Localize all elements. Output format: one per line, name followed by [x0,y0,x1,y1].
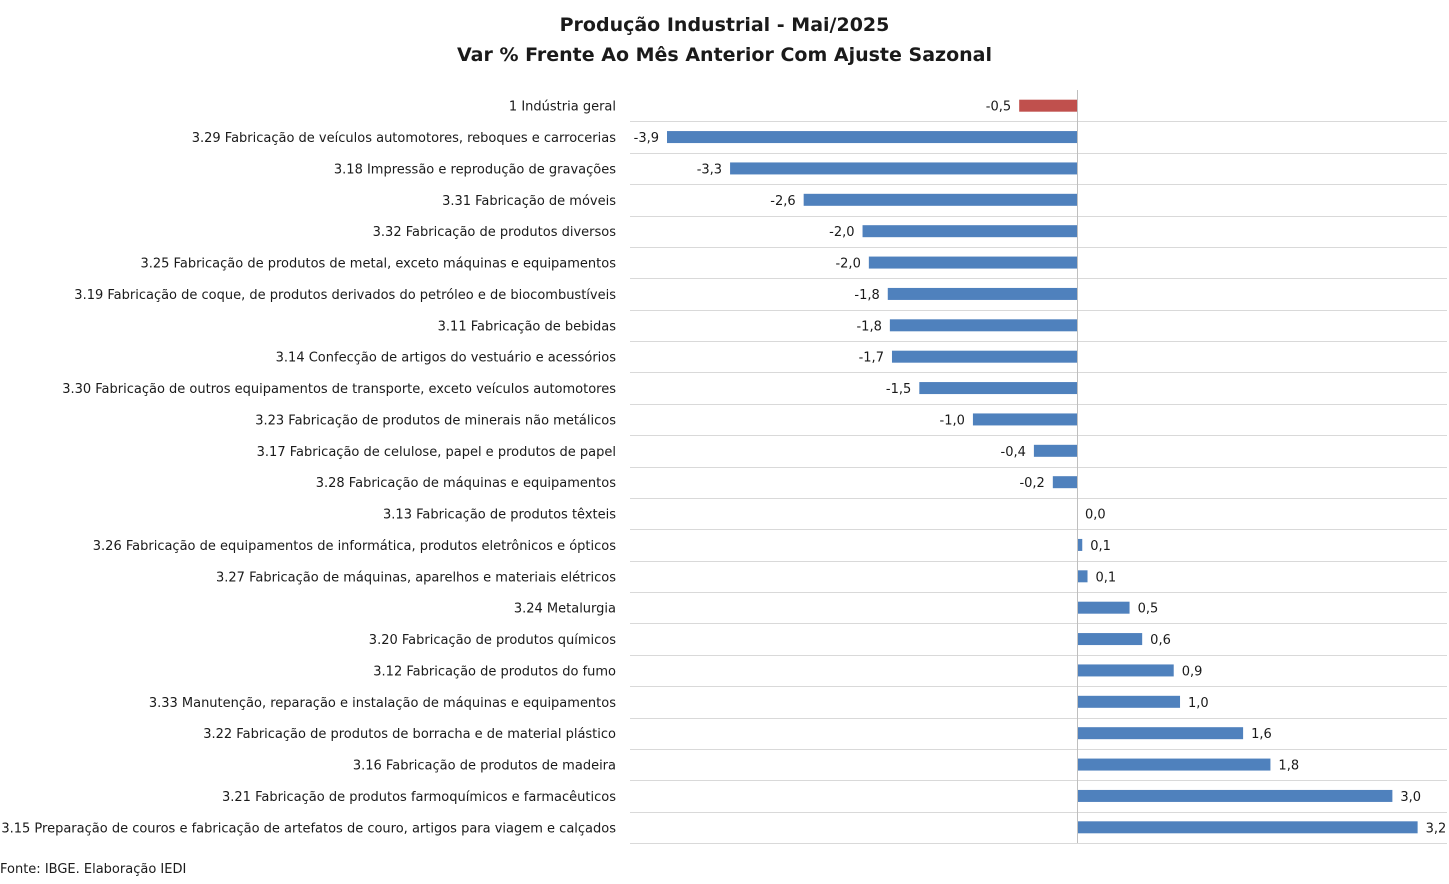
data-label: 3,0 [1400,790,1421,805]
bar [1077,821,1418,834]
category-label: 3.30 Fabricação de outros equipamentos d… [62,382,616,397]
bar [667,131,1077,144]
category-label: 3.22 Fabricação de produtos de borracha … [203,727,616,742]
data-label: -1,7 [859,351,884,366]
category-label: 3.32 Fabricação de produtos diversos [373,225,617,240]
data-label: 0,6 [1150,633,1171,648]
data-label: 1,8 [1278,759,1299,774]
category-label: 3.13 Fabricação de produtos têxteis [383,508,616,523]
data-label: -2,0 [829,225,854,240]
bar [1077,727,1244,740]
chart-title: Produção Industrial - Mai/2025 [559,14,890,36]
data-label: -3,9 [634,131,659,146]
category-label: 3.28 Fabricação de máquinas e equipament… [316,476,616,491]
bar [1019,99,1077,112]
bar [1077,789,1393,802]
category-label: 3.15 Preparação de couros e fabricação d… [1,821,616,836]
category-label: 3.17 Fabricação de celulose, papel e pro… [257,445,616,460]
category-label: 3.25 Fabricação de produtos de metal, ex… [140,257,616,272]
category-label: 1 Indústria geral [509,100,616,115]
bar [1077,664,1174,677]
data-label: -1,5 [886,382,911,397]
source-note: Fonte: IBGE. Elaboração IEDI [0,862,187,877]
data-label: 1,0 [1188,696,1209,711]
data-label: 1,6 [1251,727,1272,742]
data-label: -1,8 [856,319,881,334]
bar [1077,695,1181,708]
data-label: -0,4 [1001,445,1026,460]
data-label: -3,3 [697,162,722,177]
category-label: 3.29 Fabricação de veículos automotores,… [192,131,617,146]
category-label: 3.23 Fabricação de produtos de minerais … [255,413,616,428]
category-label: 3.14 Confecção de artigos do vestuário e… [276,351,617,366]
data-label: 0,9 [1182,664,1203,679]
category-label: 3.33 Manutenção, reparação e instalação … [149,696,616,711]
category-label: 3.26 Fabricação de equipamentos de infor… [93,539,616,554]
category-label: 3.31 Fabricação de móveis [442,194,616,209]
bar [972,413,1077,426]
bar [1077,538,1083,551]
bar [1033,444,1077,457]
category-label: 3.19 Fabricação de coque, de produtos de… [74,288,616,303]
data-label: -0,2 [1019,476,1044,491]
data-label: 0,1 [1096,570,1117,585]
data-label: -2,0 [835,257,860,272]
data-label: -1,0 [940,413,965,428]
bar [1077,570,1088,583]
bar [1077,601,1130,614]
bar [1077,758,1271,771]
data-label: 0,0 [1085,508,1106,523]
bar [1077,633,1143,646]
data-label: -2,6 [770,194,795,209]
bar [887,287,1077,300]
bar [889,319,1077,332]
bar [891,350,1077,363]
category-label: 3.16 Fabricação de produtos de madeira [353,759,616,774]
category-label: 3.20 Fabricação de produtos químicos [369,633,616,648]
category-label: 3.18 Impressão e reprodução de gravações [334,162,616,177]
data-label: -1,8 [854,288,879,303]
bar [730,162,1077,175]
data-label: 3,2 [1426,821,1447,836]
category-label: 3.24 Metalurgia [514,602,616,617]
bar [862,225,1077,238]
bar [919,382,1077,395]
category-label: 3.11 Fabricação de bebidas [438,319,617,334]
data-label: 0,5 [1138,602,1159,617]
bar [1052,476,1077,489]
data-label: 0,1 [1090,539,1111,554]
chart-subtitle: Var % Frente Ao Mês Anterior Com Ajuste … [457,44,992,66]
category-label: 3.12 Fabricação de produtos do fumo [373,664,616,679]
category-label: 3.21 Fabricação de produtos farmoquímico… [222,790,616,805]
category-label: 3.27 Fabricação de máquinas, aparelhos e… [216,570,616,585]
data-label: -0,5 [986,100,1011,115]
bar [803,193,1077,206]
bar [868,256,1077,269]
